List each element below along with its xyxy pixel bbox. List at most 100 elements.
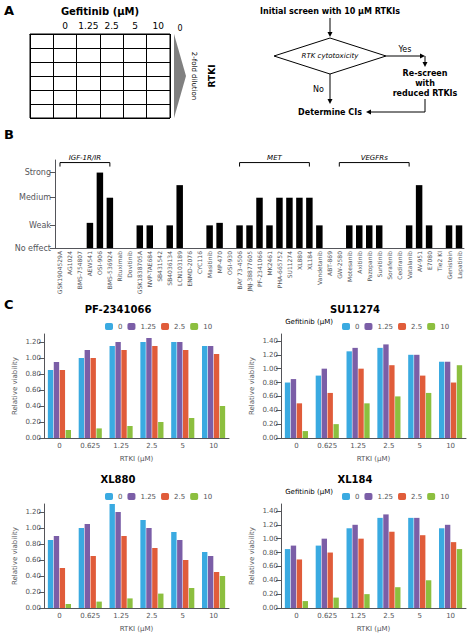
svg-text:0.80: 0.80 — [25, 370, 41, 378]
svg-text:MK2461: MK2461 — [266, 251, 273, 276]
svg-text:1.20: 1.20 — [262, 351, 278, 359]
svg-text:0.80: 0.80 — [262, 549, 278, 557]
svg-text:0: 0 — [294, 442, 298, 450]
svg-text:IGF-1R/IR: IGF-1R/IR — [69, 154, 101, 162]
svg-text:2-fold dilution: 2-fold dilution — [190, 52, 198, 101]
svg-text:Genistein: Genistein — [446, 251, 453, 280]
svg-text:2.5: 2.5 — [146, 612, 157, 620]
svg-text:1.25: 1.25 — [140, 323, 156, 331]
svg-text:XL184: XL184 — [338, 474, 373, 485]
svg-text:10: 10 — [446, 442, 455, 450]
svg-text:E7080: E7080 — [426, 251, 433, 270]
svg-text:0.40: 0.40 — [262, 576, 278, 584]
svg-text:0.20: 0.20 — [25, 588, 41, 596]
svg-text:0.20: 0.20 — [262, 420, 278, 428]
svg-text:Tie2 KI: Tie2 KI — [436, 251, 443, 272]
svg-text:Vandetanib: Vandetanib — [316, 251, 323, 285]
svg-text:0.60: 0.60 — [262, 392, 278, 400]
svg-text:CYC116: CYC116 — [196, 251, 203, 274]
svg-text:Relative viability: Relative viability — [248, 527, 256, 585]
svg-text:1.25: 1.25 — [140, 493, 156, 501]
svg-text:1.25: 1.25 — [377, 323, 393, 331]
svg-text:10: 10 — [203, 493, 212, 501]
svg-text:1.00: 1.00 — [262, 535, 278, 543]
svg-text:10: 10 — [209, 442, 218, 450]
svg-text:Medium: Medium — [19, 193, 51, 202]
svg-text:ENMD-2076: ENMD-2076 — [186, 251, 193, 287]
svg-text:0: 0 — [57, 442, 61, 450]
svg-text:BMS-754807: BMS-754807 — [76, 251, 83, 289]
svg-text:2.5: 2.5 — [174, 323, 185, 331]
svg-text:0.00: 0.00 — [262, 434, 278, 442]
svg-text:RTKI (μM): RTKI (μM) — [120, 625, 154, 633]
svg-text:0.00: 0.00 — [25, 604, 41, 612]
svg-text:10: 10 — [153, 21, 165, 31]
svg-text:Re-screen: Re-screen — [403, 69, 448, 78]
svg-text:1.20: 1.20 — [25, 338, 41, 346]
svg-text:BMS-536924: BMS-536924 — [106, 251, 113, 289]
svg-text:Initial screen with 10 μM RTKI: Initial screen with 10 μM RTKIs — [260, 7, 400, 16]
svg-text:5: 5 — [418, 442, 422, 450]
svg-text:Relative viability: Relative viability — [248, 357, 256, 415]
svg-text:Determine CIs: Determine CIs — [298, 108, 362, 117]
svg-text:reduced RTKIs: reduced RTKIs — [393, 89, 458, 98]
svg-text:0.60: 0.60 — [25, 386, 41, 394]
svg-text:RTK cytotoxicity: RTK cytotoxicity — [302, 52, 360, 60]
svg-text:PHA-665752: PHA-665752 — [276, 251, 283, 288]
svg-text:0.40: 0.40 — [262, 406, 278, 414]
svg-text:10: 10 — [209, 612, 218, 620]
svg-text:0.625: 0.625 — [317, 612, 337, 620]
svg-text:2.5: 2.5 — [411, 493, 422, 501]
svg-text:MET: MET — [267, 154, 282, 162]
svg-text:SB4036134: SB4036134 — [166, 251, 173, 286]
svg-text:GW-2580: GW-2580 — [336, 251, 343, 279]
svg-text:AV-951: AV-951 — [416, 251, 423, 272]
svg-text:2.5: 2.5 — [174, 493, 185, 501]
svg-text:A: A — [4, 3, 14, 18]
svg-text:PF-2341066: PF-2341066 — [256, 251, 263, 287]
svg-text:Sunitinib: Sunitinib — [376, 251, 383, 278]
svg-text:Pazopanib: Pazopanib — [366, 251, 374, 282]
svg-text:Sorafenib: Sorafenib — [386, 251, 393, 280]
svg-text:Weak: Weak — [29, 221, 51, 230]
svg-text:Yes: Yes — [398, 45, 412, 54]
svg-text:0: 0 — [118, 323, 122, 331]
svg-text:BAY 73-4506: BAY 73-4506 — [236, 251, 243, 290]
svg-text:2.5: 2.5 — [383, 442, 394, 450]
svg-text:0: 0 — [118, 493, 122, 501]
svg-text:SU11274: SU11274 — [286, 251, 293, 278]
svg-text:1.25: 1.25 — [113, 612, 129, 620]
svg-text:0.625: 0.625 — [80, 612, 100, 620]
svg-text:RTKI (μM): RTKI (μM) — [357, 625, 391, 633]
svg-text:10: 10 — [203, 323, 212, 331]
svg-text:Motesanib: Motesanib — [346, 251, 353, 282]
svg-text:0.60: 0.60 — [262, 562, 278, 570]
svg-text:Cediranib: Cediranib — [396, 251, 403, 280]
svg-text:OSI-930: OSI-930 — [226, 251, 233, 275]
svg-text:1.25: 1.25 — [113, 442, 129, 450]
svg-text:0.60: 0.60 — [25, 556, 41, 564]
svg-text:0: 0 — [355, 493, 359, 501]
svg-text:JNJ-38877605: JNJ-38877605 — [246, 251, 254, 293]
svg-text:Relative viability: Relative viability — [11, 357, 19, 415]
svg-text:2.5: 2.5 — [105, 21, 119, 31]
svg-text:5: 5 — [132, 21, 138, 31]
svg-text:GSK1838705A: GSK1838705A — [136, 250, 143, 294]
svg-text:PF-2341066: PF-2341066 — [85, 304, 152, 315]
svg-text:10: 10 — [440, 493, 449, 501]
svg-text:0.40: 0.40 — [25, 402, 41, 410]
svg-text:0.625: 0.625 — [317, 442, 337, 450]
svg-text:0: 0 — [62, 21, 68, 31]
svg-text:0.40: 0.40 — [25, 572, 41, 580]
svg-text:2.5: 2.5 — [146, 442, 157, 450]
svg-text:0.00: 0.00 — [262, 604, 278, 612]
svg-text:1.00: 1.00 — [262, 365, 278, 373]
svg-text:GSK1904529A: GSK1904529A — [56, 250, 63, 294]
svg-text:NVP-TAE684: NVP-TAE684 — [146, 251, 153, 287]
svg-text:0.80: 0.80 — [262, 379, 278, 387]
svg-text:XL184: XL184 — [306, 251, 313, 270]
svg-text:Axitinib: Axitinib — [356, 251, 363, 274]
svg-text:LCN103189: LCN103189 — [176, 251, 183, 286]
svg-text:RTKI: RTKI — [207, 65, 217, 88]
svg-text:1.00: 1.00 — [25, 354, 41, 362]
